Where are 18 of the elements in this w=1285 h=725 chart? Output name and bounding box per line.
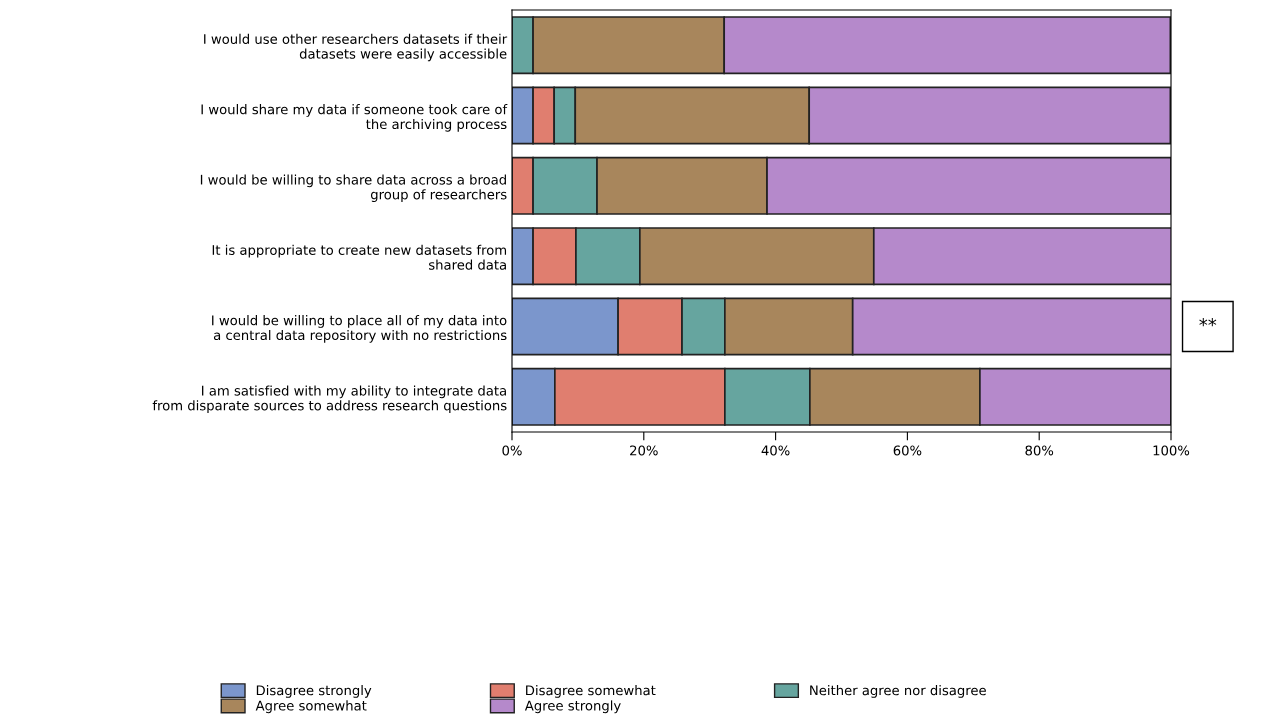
- y-tick-label: I am satisfied with my ability to integrate data from disparate sources to address research questions: [152, 385, 507, 413]
- x-tick-label: 0%: [502, 445, 522, 456]
- legend-label: Agree strongly: [524, 700, 621, 714]
- legend-label: Neither agree nor disagree: [810, 685, 986, 698]
- x-tick-label: 60%: [893, 445, 922, 456]
- legend-label: Disagree somewhat: [526, 685, 656, 698]
- legend-label: Agree somewhat: [255, 700, 367, 714]
- y-tick-label: I would use other researchers datasets if their datasets were easily accessible: [204, 33, 508, 62]
- x-tick-label: 80%: [1025, 445, 1054, 456]
- y-tick-label: It is appropriate to create new datasets from shared data: [212, 244, 507, 270]
- y-tick-label: I would share my data if someone took care of the archiving process: [201, 104, 508, 132]
- x-tick-label: 100%: [1153, 445, 1190, 456]
- x-tick-label: 40%: [761, 445, 790, 456]
- x-tick-label: 20%: [630, 445, 658, 456]
- y-tick-label: I would be willing to share data across a broad group of researchers: [200, 174, 507, 202]
- legend-label: Disagree strongly: [256, 685, 372, 698]
- annotation: **: [1199, 318, 1217, 327]
- y-tick-label: I would be willing to place all of my data into a central data repository with no restrictions: [212, 315, 507, 343]
